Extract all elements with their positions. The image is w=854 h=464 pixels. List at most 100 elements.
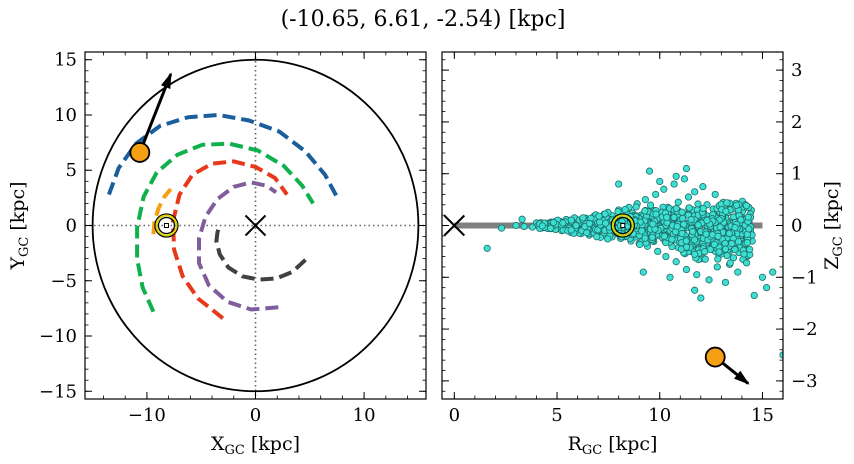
x-tick-label: 5 — [551, 405, 562, 426]
star-point — [762, 284, 771, 292]
star-point — [691, 188, 699, 196]
star-point — [579, 214, 587, 222]
x-axis-label: XGC [kpc] — [211, 433, 300, 458]
y-tick-label: −2 — [791, 319, 818, 340]
star-point — [652, 210, 660, 218]
y-tick-label: 15 — [54, 50, 77, 71]
star-point — [740, 250, 748, 258]
star-point — [726, 259, 734, 267]
star-point — [670, 213, 678, 222]
star-point — [731, 245, 739, 254]
star-point — [654, 247, 662, 255]
velocity-arrow-head — [160, 72, 172, 89]
star-point — [604, 235, 612, 243]
star-point — [721, 278, 730, 287]
star-point — [721, 239, 729, 247]
star-point — [660, 232, 669, 240]
star-point — [668, 235, 676, 243]
star-point — [615, 180, 623, 188]
star-point — [703, 216, 711, 224]
y-tick-label: 3 — [791, 60, 802, 81]
star-point — [672, 204, 680, 213]
spiral-arm-4 — [197, 180, 279, 312]
star-point — [621, 205, 629, 214]
star-point — [699, 183, 707, 191]
sun-yellow-ring — [155, 214, 178, 237]
star-point — [746, 245, 754, 253]
star-point — [549, 218, 558, 227]
star-point — [723, 199, 731, 207]
star-point — [672, 258, 680, 266]
x-axis-label-sub: GC — [225, 443, 245, 458]
star-point — [595, 212, 603, 220]
star-point — [652, 190, 660, 199]
star-point — [685, 204, 693, 212]
star-point — [641, 234, 649, 242]
star-point — [691, 250, 699, 258]
y-axis-label-sub: GC — [831, 236, 846, 256]
y-tick-label: 5 — [66, 160, 77, 181]
star-point — [750, 291, 758, 300]
sun-yellow-ring — [611, 214, 634, 237]
y-tick-label: 10 — [54, 105, 77, 126]
y-axis-label-main: Z — [821, 257, 843, 270]
star-point — [638, 227, 646, 235]
star-point — [596, 218, 604, 226]
star-point — [691, 286, 699, 294]
star-point — [713, 263, 721, 271]
star-point — [701, 248, 709, 256]
star-point — [737, 216, 745, 224]
star-point — [684, 193, 693, 201]
star-point — [769, 268, 777, 276]
star-point — [520, 222, 528, 231]
star-point — [660, 185, 668, 193]
y-axis-label-main: Y — [7, 257, 29, 271]
star-point — [710, 240, 718, 249]
y-axis-label-sub: GC — [17, 237, 32, 257]
galactic-center-cross-b — [443, 214, 466, 237]
spiral-arm-2 — [135, 141, 315, 313]
star-point — [538, 222, 546, 230]
star-point — [690, 236, 699, 244]
object-marker — [704, 346, 726, 368]
star-point — [722, 207, 730, 215]
y-tick-label: 1 — [791, 164, 802, 185]
star-point — [663, 213, 671, 221]
spiral-arm-6 — [151, 187, 173, 235]
x-tick-label: 0 — [250, 405, 261, 426]
object-marker — [129, 142, 151, 163]
star-point — [725, 229, 733, 238]
star-point — [559, 219, 567, 227]
spiral-arm-5 — [214, 224, 307, 282]
left-plot-area — [85, 52, 426, 399]
x-axis-label-main: X — [211, 433, 225, 455]
star-point — [572, 221, 580, 230]
star-point — [641, 207, 649, 215]
star-point — [745, 225, 753, 233]
x-axis-label-sub: GC — [582, 443, 602, 458]
star-point — [648, 233, 656, 241]
star-point — [742, 202, 751, 210]
x-axis-label-unit: [kpc] — [245, 433, 300, 455]
star-point — [715, 248, 723, 256]
figure-title: (-10.65, 6.61, -2.54) [kpc] — [281, 7, 566, 32]
star-point — [662, 252, 670, 261]
star-point — [682, 164, 691, 173]
right-plot-area — [443, 164, 783, 385]
star-point — [645, 167, 654, 175]
galactic-center-cross-b — [244, 214, 267, 237]
star-point — [687, 215, 695, 224]
x-tick-label: 15 — [751, 405, 774, 426]
star-point — [702, 230, 710, 238]
star-point — [716, 223, 724, 231]
y-tick-label: −5 — [50, 271, 77, 292]
x-tick-label: −10 — [128, 405, 166, 426]
y-tick-label: −1 — [791, 267, 818, 288]
star-point — [731, 223, 739, 232]
star-point — [646, 201, 655, 209]
star-point — [729, 254, 738, 262]
star-point — [512, 221, 520, 230]
y-axis-label-unit: [kpc] — [7, 181, 29, 236]
